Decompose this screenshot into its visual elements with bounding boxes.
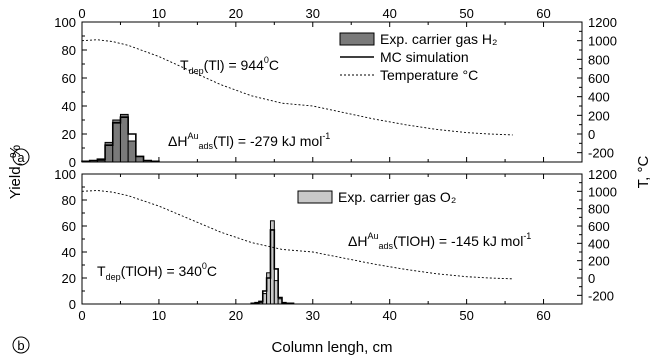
y2-tick-label: 800: [588, 202, 610, 217]
mc-simulation-line: [250, 229, 295, 305]
legend-label: Temperature °C: [380, 67, 478, 83]
y2-tick-label: -200: [588, 288, 614, 303]
annotation: ΔHAuads(Tl) = -279 kJ mol-1: [168, 131, 330, 151]
annotation: ΔHAuads(TlOH) = -145 kJ mol-1: [348, 231, 531, 251]
x-tick-label: 30: [306, 308, 320, 323]
legend-swatch-bar: [339, 32, 375, 46]
y-axis-label-right: T, °C: [635, 156, 652, 189]
bar: [135, 155, 145, 163]
y2-tick-label: 400: [588, 90, 610, 105]
panel-letter-circle: [12, 148, 30, 166]
y-tick-label: 0: [69, 297, 76, 312]
x-tick-label-top: 30: [306, 6, 320, 21]
bar: [112, 119, 121, 163]
x-tick-label-top: 10: [152, 6, 166, 21]
x-tick-label: 60: [536, 308, 550, 323]
y-axis-label-left: Yield, %: [7, 145, 24, 199]
legend-label: Exp. carrier gas O₂: [338, 189, 456, 205]
panel-letter: a: [17, 150, 25, 165]
legend: Exp. carrier gas O₂: [297, 189, 456, 205]
x-tick-label: 20: [229, 308, 243, 323]
legend-label: Exp. carrier gas H₂: [380, 31, 497, 47]
y2-tick-label: 1000: [588, 184, 617, 199]
annotation: Tdep(TlOH) = 3400C: [97, 261, 217, 282]
y2-tick-label: 1200: [588, 167, 617, 182]
x-tick-label: 0: [78, 308, 85, 323]
y2-tick-label: -200: [588, 146, 614, 161]
x-tick-label-top: 60: [536, 6, 550, 21]
y-tick-label: 60: [62, 71, 76, 86]
x-axis-label: Column lengh, cm: [272, 339, 393, 356]
panel-b: 0 10 20 30 40 50 60020406080100-20002004006008…: [12, 167, 617, 354]
y-tick-label: 20: [62, 127, 76, 142]
y-tick-label: 100: [54, 167, 76, 182]
y-tick-label: 0: [69, 155, 76, 170]
y-tick-label: 40: [62, 99, 76, 114]
y-tick-label: 100: [54, 15, 76, 30]
x-tick-label-top: 50: [459, 6, 473, 21]
legend-label: MC simulation: [380, 49, 469, 65]
y2-tick-label: 200: [588, 254, 610, 269]
plot-frame: [81, 21, 583, 163]
legend-swatch-bar: [297, 190, 333, 204]
y2-tick-label: 600: [588, 219, 610, 234]
y2-tick-label: 0: [588, 127, 595, 142]
y2-tick-label: 200: [588, 108, 610, 123]
temperature-line: [81, 190, 513, 280]
x-tick-label-top: 40: [382, 6, 396, 21]
y2-tick-label: 800: [588, 52, 610, 67]
temperature-line: [81, 39, 513, 136]
bar: [96, 160, 106, 163]
legend: Exp. carrier gas H₂ MC simulation Temperat…: [339, 31, 497, 83]
y-tick-label: 80: [62, 43, 76, 58]
x-tick-label-top: 20: [229, 6, 243, 21]
y-tick-label: 40: [62, 245, 76, 260]
y2-tick-label: 400: [588, 236, 610, 251]
y2-tick-label: 1200: [588, 15, 617, 30]
y-tick-label: 60: [62, 219, 76, 234]
x-tick-label: 10: [152, 308, 166, 323]
x-tick-label: 40: [382, 308, 396, 323]
y-tick-label: 20: [62, 271, 76, 286]
annotation: Tdep(Tl) = 9440C: [180, 55, 279, 76]
mc-simulation-line: [81, 116, 160, 163]
bar: [119, 113, 129, 163]
x-tick-label: 50: [459, 308, 473, 323]
panel-a: 0 10 20 30 40 50 60020406080100-20002004006008…: [12, 6, 617, 170]
y2-tick-label: 1000: [588, 34, 617, 49]
bar: [127, 140, 137, 163]
x-tick-label-top: 0: [78, 6, 85, 21]
panel-letter: b: [17, 338, 24, 353]
y2-tick-label: 600: [588, 71, 610, 86]
panel-letter-circle: [12, 336, 30, 354]
y-tick-label: 80: [62, 193, 76, 208]
y2-tick-label: 0: [588, 271, 595, 286]
